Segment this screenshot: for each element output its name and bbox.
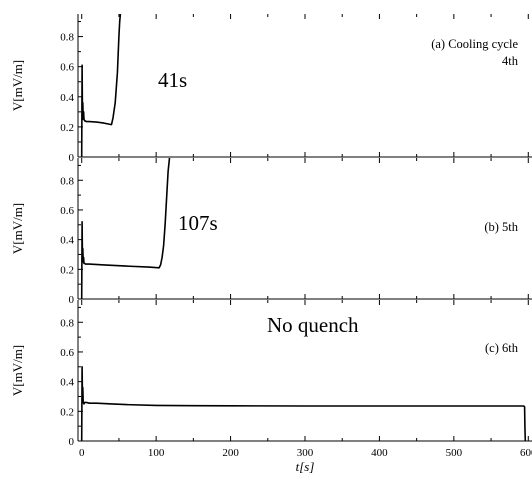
y-tick-label: 0.6 <box>60 347 74 359</box>
y-tick-label: 0.2 <box>60 406 74 418</box>
y-tick-label: 0 <box>69 436 75 448</box>
y-tick-label: 0.8 <box>60 175 74 187</box>
annotation-text: 107s <box>178 211 218 235</box>
panel-label: (a) Cooling cycle <box>431 37 518 51</box>
y-tick-label: 0.6 <box>60 205 74 217</box>
y-tick-label: 0.2 <box>60 122 74 134</box>
x-tick-label: 100 <box>148 447 165 459</box>
x-tick-label: 300 <box>297 447 314 459</box>
annotation-text: 41s <box>158 68 187 92</box>
panel-label: (b) 5th <box>484 220 518 234</box>
y-tick-label: 0.4 <box>60 377 74 389</box>
panel-label-line2: 4th <box>502 54 519 68</box>
annotation-text: No quench <box>267 313 359 337</box>
y-tick-label: 0.6 <box>60 62 74 74</box>
x-tick-label: 400 <box>371 447 388 459</box>
y-tick-label: 0 <box>69 152 75 164</box>
y-tick-label: 0.8 <box>60 317 74 329</box>
x-tick-label: 600 <box>520 447 532 459</box>
y-tick-label: 0 <box>69 294 75 306</box>
x-axis-label: t[s] <box>296 459 315 474</box>
y-axis-label: V[mV/m] <box>10 203 25 254</box>
panel-label: (c) 6th <box>485 341 519 355</box>
y-tick-label: 0.4 <box>60 92 74 104</box>
x-tick-label: 500 <box>446 447 463 459</box>
series-line <box>80 157 171 300</box>
series-line <box>80 13 122 158</box>
x-tick-label: 200 <box>222 447 239 459</box>
y-tick-label: 0.2 <box>60 264 74 276</box>
y-axis-label: V[mV/m] <box>10 345 25 396</box>
y-tick-label: 0.8 <box>60 32 74 44</box>
y-axis-label: V[mV/m] <box>10 60 25 111</box>
series-line <box>80 365 527 442</box>
y-tick-label: 0.4 <box>60 235 74 247</box>
x-tick-label: 0 <box>79 447 85 459</box>
